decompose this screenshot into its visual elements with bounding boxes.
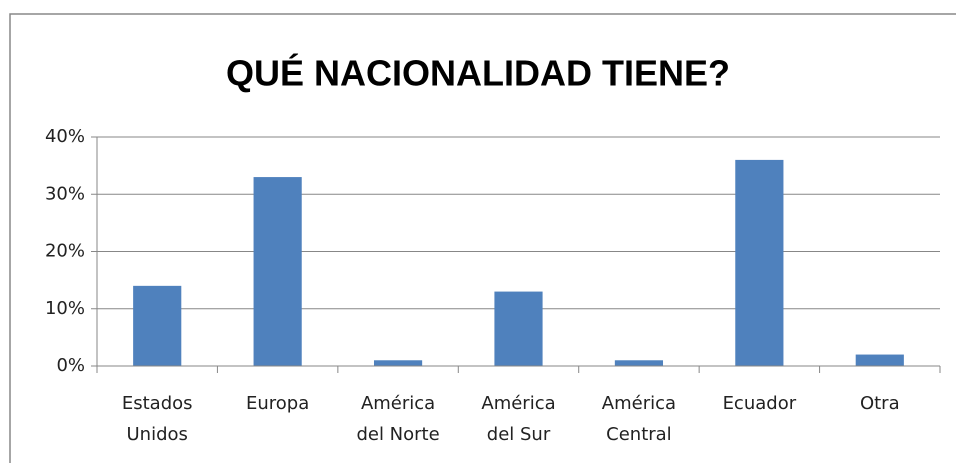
x-tick-label: Estados Unidos [121, 393, 193, 445]
x-tick-label: América Central [601, 393, 677, 445]
x-tick-label: Otra [859, 393, 900, 414]
bar [373, 360, 423, 366]
x-tick-label: Europa [246, 393, 310, 414]
bar [614, 360, 664, 366]
x-tick-label: Ecuador [722, 393, 797, 414]
bar [735, 159, 784, 366]
bar [253, 177, 302, 366]
y-tick-label: 40% [45, 126, 85, 147]
x-tick-label: América del Norte [356, 393, 440, 445]
y-tick-label: 30% [45, 183, 85, 204]
bar [494, 291, 543, 366]
chart-title: QUÉ NACIONALIDAD TIENE? [226, 53, 730, 94]
bar [855, 354, 904, 366]
y-tick-label: 10% [45, 298, 85, 319]
chart-border [9, 13, 956, 463]
x-tick-label: América del Sur [481, 393, 556, 445]
y-tick-label: 20% [45, 241, 85, 262]
y-tick-label: 0% [56, 355, 85, 376]
bar [133, 285, 182, 366]
